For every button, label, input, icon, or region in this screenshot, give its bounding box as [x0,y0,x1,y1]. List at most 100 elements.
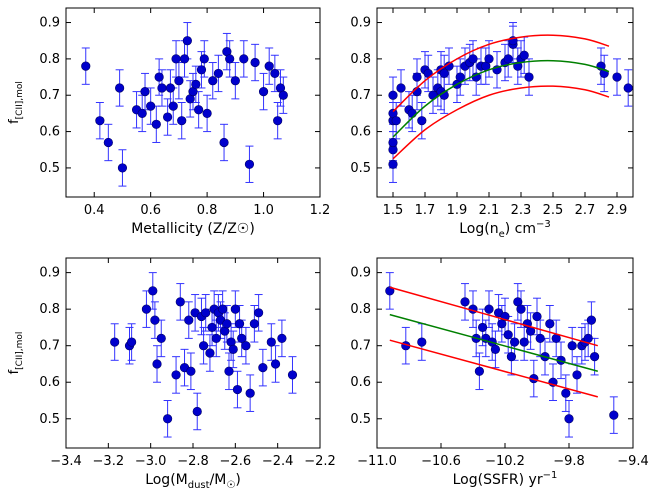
y-axis-label-part: f [7,369,22,374]
x-axis-label-part: Metallicity (Z/Z☉) [131,221,255,237]
data-point [115,83,125,93]
y-tick-label: 0.5 [39,161,60,176]
data-point [234,319,245,329]
x-tick-label: −9.4 [617,454,649,469]
data-point [277,333,287,343]
y-axis-label: f[CII],mol [7,81,25,124]
x-tick-label: 0.4 [84,203,105,218]
data-point [150,315,160,325]
data-point [152,359,162,369]
data-point [567,341,577,351]
bound-line-upper [392,34,610,113]
data-point [264,61,274,71]
data-point [519,50,529,60]
x-axis-label: Log(Mdust/M☉) [145,472,241,491]
data-point [519,337,529,347]
y-tick-label: 0.7 [39,339,60,354]
data-point [81,61,91,71]
data-point [230,76,240,86]
y-tick-label: 0.6 [39,375,60,390]
data-point [278,90,288,100]
fit-line [389,313,598,372]
x-axis-label: Log(ne) cm−3 [459,219,551,240]
data-point [258,86,269,97]
x-tick-label: 1.5 [383,203,404,218]
y-tick-label: 0.9 [39,16,60,31]
data-point [460,297,470,307]
panel-top-right: 1.5 1.7 1.9 2.1 2.3 2.5 2.7 2.9 0.5 0.6 0.7 0.8 0.9 L… [350,7,634,240]
data-point [177,116,187,126]
data-point [171,54,181,64]
x-tick-label: 1.7 [415,203,436,218]
x-tick-label: 1.0 [253,203,274,218]
data-point [201,308,211,318]
x-tick-label: −2.4 [262,454,294,469]
data-point [388,137,398,148]
x-axis-label-part: Log(M [145,472,188,488]
data-point [168,101,178,111]
y-tick-label: 0.7 [39,88,60,103]
y-axis-label-sub: [CII],mol [15,81,25,119]
data-point [385,286,395,296]
x-tick-label: −2.2 [304,454,336,469]
data-point [273,116,283,126]
y-axis-label-sub: [CII],mol [15,332,25,370]
y-tick-label: 0.6 [39,125,60,140]
x-tick-label: 0.8 [197,203,218,218]
data-point [258,363,268,373]
data-point [192,406,202,417]
data-point [532,311,542,322]
data-point [503,54,513,64]
data-point [503,330,513,340]
data-point [137,108,147,119]
data-point [225,54,235,64]
y-tick-label: 0.6 [350,125,371,140]
data-point [163,112,173,122]
data-point [455,72,465,82]
data-point [194,105,204,115]
data-point [244,159,255,169]
x-axis-label-part: −3 [536,219,551,230]
data-point [516,304,526,314]
data-point [127,337,137,347]
data-point [154,72,164,82]
x-tick-label: −11.0 [357,454,397,469]
data-point [163,414,173,424]
y-axis-label-part: f [7,119,22,124]
data-point [561,388,571,398]
data-point [117,163,128,173]
x-tick-label: −3.4 [50,454,82,469]
x-axis-label-part: ☉ [226,480,235,491]
x-axis-label-part: e [499,229,505,240]
data-point [484,304,494,314]
data-point [224,366,234,376]
data-point [141,304,152,314]
x-tick-label: −2.6 [220,454,252,469]
data-point [237,333,247,343]
data-point [509,337,520,347]
data-point [388,159,398,169]
x-tick-label: 2.5 [543,203,564,218]
bound-line-upper [389,286,599,347]
x-tick-label: 2.1 [479,203,500,218]
data-point [245,388,255,398]
data-point [186,366,196,376]
x-tick-label: 2.3 [511,203,532,218]
panel-bottom-left: −3.4 −3.2 −3.0 −2.8 −2.6 −2.4 −2.2 0.5 0.6 0.7 0.8… [7,257,336,491]
data-point [146,101,156,111]
data-point [524,72,534,82]
data-point [417,116,427,126]
data-point [110,337,120,347]
data-point [270,359,281,369]
data-point [218,304,228,314]
data-point [478,322,488,333]
data-point [572,370,582,380]
x-axis-label-part: −1 [543,470,558,481]
data-point [623,83,633,93]
data-point [545,319,555,329]
data-point [199,54,209,64]
data-point [412,72,422,82]
data-point [191,79,201,89]
x-tick-label: 2.9 [607,203,628,218]
